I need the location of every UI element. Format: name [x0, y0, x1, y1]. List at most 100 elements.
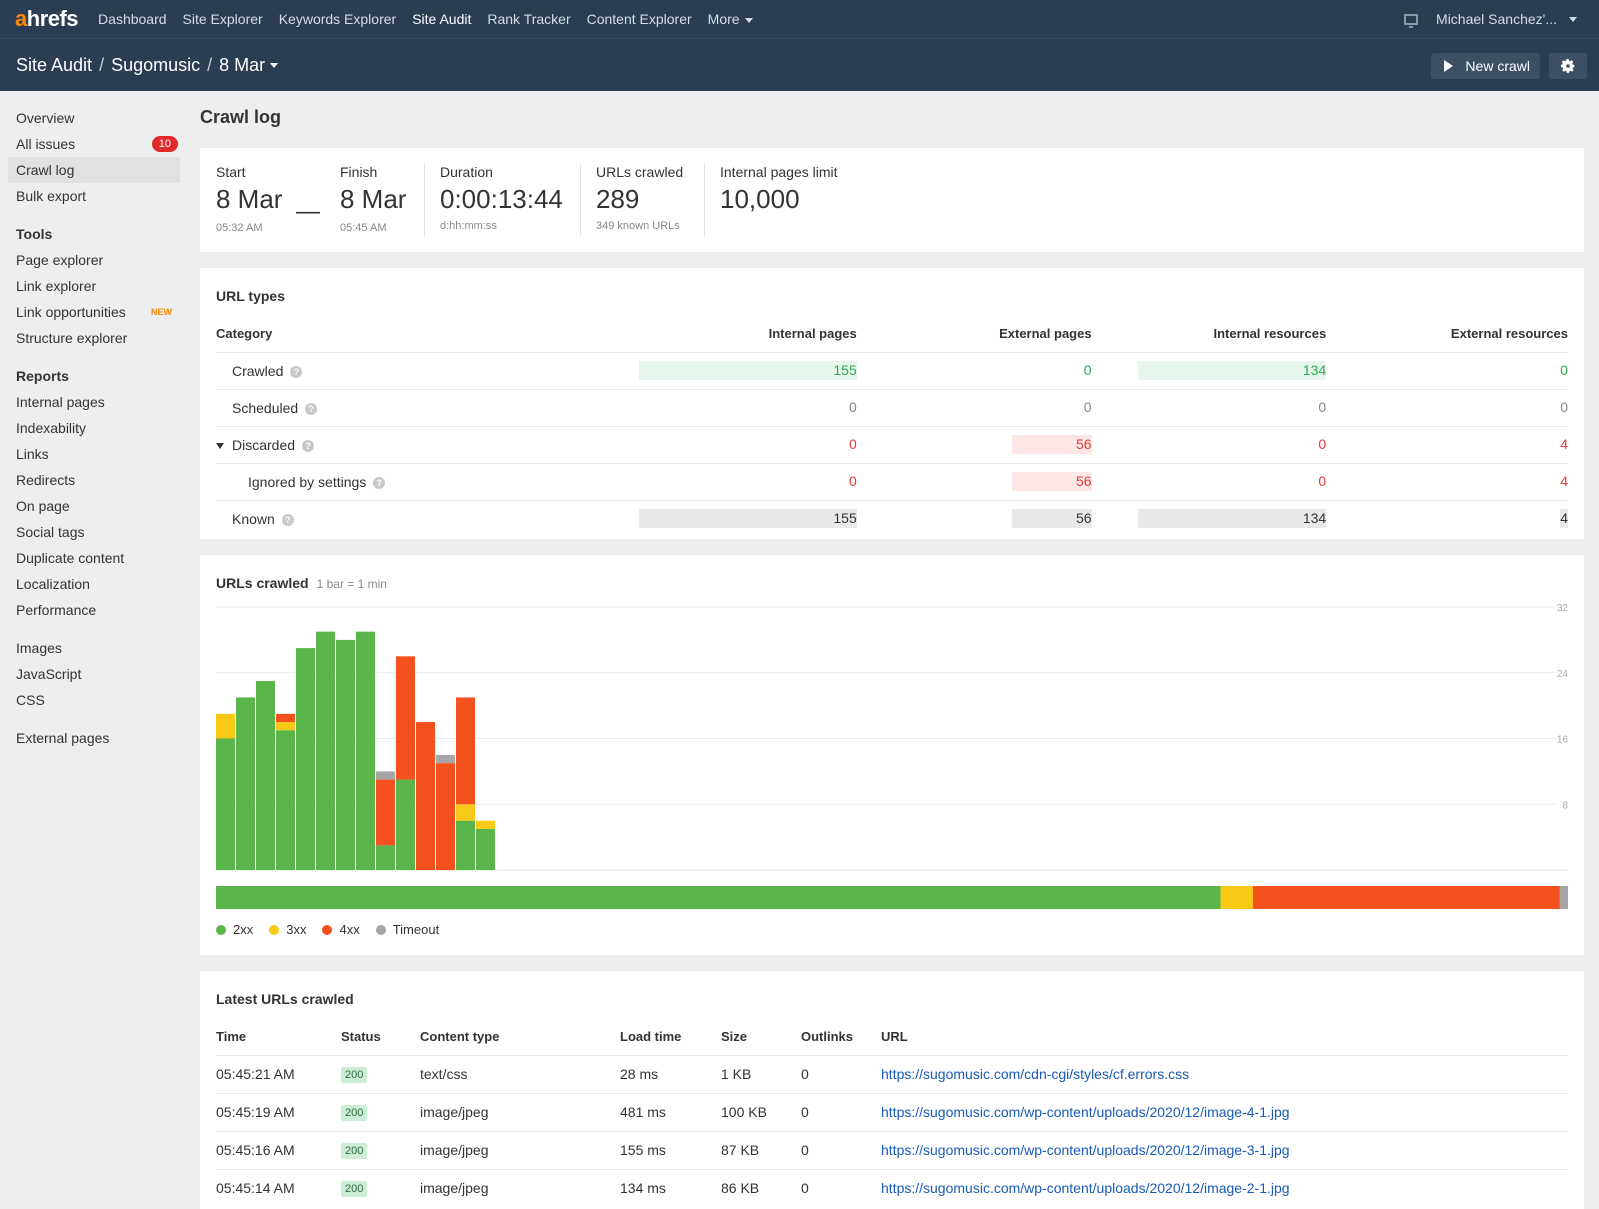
url-types-table: Category Internal pages External pages I…: [216, 316, 1568, 537]
time-cell: 05:45:21 AM: [216, 1054, 341, 1093]
url-link[interactable]: https://sugomusic.com/wp-content/uploads…: [881, 1180, 1290, 1197]
user-menu[interactable]: Michael Sanchez'...: [1404, 0, 1577, 38]
column-header[interactable]: Size: [721, 1029, 748, 1045]
user-name[interactable]: Michael Sanchez'...: [1436, 11, 1557, 27]
sidebar-item-redirects[interactable]: Redirects: [16, 472, 76, 488]
value-cell[interactable]: 4: [1560, 436, 1568, 452]
legend-label[interactable]: 2xx: [233, 922, 254, 937]
new-crawl-button[interactable]: New crawl: [1431, 53, 1540, 79]
value-cell[interactable]: 155: [639, 509, 857, 529]
breadcrumb-site-audit[interactable]: Site Audit: [16, 54, 93, 75]
load-time-cell: 28 ms: [620, 1054, 721, 1093]
gear-icon: [1561, 59, 1575, 73]
value-cell[interactable]: 56: [1011, 509, 1092, 529]
new-badge: NEW: [151, 307, 172, 317]
sidebar-item-bulk-export[interactable]: Bulk export: [16, 188, 87, 204]
column-header[interactable]: External pages: [999, 326, 1092, 342]
sidebar-item-external-pages[interactable]: External pages: [16, 730, 110, 746]
sidebar-item-on-page[interactable]: On page: [16, 498, 70, 514]
value-cell[interactable]: 134: [1137, 509, 1327, 529]
crawl-date-dropdown[interactable]: 8 Mar: [219, 55, 279, 76]
duration-stat: Duration 0:00:13:44 d:hh:mm:ss: [440, 164, 563, 232]
url-link[interactable]: https://sugomusic.com/wp-content/uploads…: [881, 1104, 1290, 1120]
finish-stat: Finish 8 Mar 05:45 AM: [340, 164, 407, 234]
column-header[interactable]: Time: [216, 1029, 247, 1045]
value-cell[interactable]: 0: [1560, 362, 1568, 378]
sidebar-item-performance[interactable]: Performance: [16, 602, 97, 618]
nav-content-explorer[interactable]: Content Explorer: [586, 11, 692, 27]
sidebar-item-social-tags[interactable]: Social tags: [16, 524, 85, 540]
breadcrumb-separator: /: [207, 54, 213, 75]
sidebar-item-duplicate-content[interactable]: Duplicate content: [16, 550, 125, 566]
sidebar-item-javascript[interactable]: JavaScript: [16, 666, 82, 682]
value-cell[interactable]: 155: [639, 361, 857, 380]
url-link[interactable]: https://sugomusic.com/cdn-cgi/styles/cf.…: [881, 1066, 1190, 1082]
sidebar-item-overview[interactable]: Overview: [16, 110, 75, 126]
column-header[interactable]: URL: [881, 1029, 908, 1045]
legend-dot-3xx: [269, 924, 280, 935]
sidebar-item-page-explorer[interactable]: Page explorer: [16, 252, 104, 268]
outlinks-cell: 0: [801, 1130, 881, 1169]
sidebar-item-localization[interactable]: Localization: [16, 576, 90, 592]
nav-keywords-explorer[interactable]: Keywords Explorer: [278, 11, 397, 27]
sidebar-heading-reports: Reports: [16, 368, 69, 384]
url-types-card: URL types Category Internal pages Extern…: [200, 268, 1584, 539]
ahrefs-logo[interactable]: ahrefs: [15, 6, 79, 31]
column-header[interactable]: Outlinks: [801, 1029, 854, 1045]
nav-rank-tracker[interactable]: Rank Tracker: [487, 11, 571, 27]
sidebar-item-images[interactable]: Images: [16, 640, 62, 656]
bar-segment-2xx: [336, 639, 355, 870]
value-cell[interactable]: 4: [1560, 509, 1568, 529]
time-cell: 05:45:19 AM: [216, 1092, 341, 1131]
table-row: Discarded? 0 56 0 4: [216, 425, 1568, 463]
row-label: Ignored by settings: [248, 473, 367, 490]
status-badge: 200: [341, 1143, 368, 1159]
nav-more[interactable]: More: [708, 11, 753, 27]
sidebar-item-links[interactable]: Links: [16, 446, 49, 462]
column-header[interactable]: Internal pages: [768, 326, 857, 342]
nav-site-explorer[interactable]: Site Explorer: [182, 11, 263, 27]
column-header[interactable]: Content type: [420, 1029, 500, 1045]
help-icon[interactable]: ?: [281, 514, 294, 527]
value-cell[interactable]: 0: [1083, 362, 1092, 378]
value-cell[interactable]: 134: [1137, 361, 1327, 380]
help-icon[interactable]: ?: [305, 402, 318, 415]
help-icon[interactable]: ?: [373, 476, 386, 489]
sidebar-item-all-issues[interactable]: All issues 10: [0, 131, 180, 157]
sidebar-item-link-opportunities[interactable]: Link opportunities NEW: [0, 299, 180, 325]
sidebar-item-internal-pages[interactable]: Internal pages: [16, 394, 105, 410]
sidebar-item-indexability[interactable]: Indexability: [16, 420, 87, 436]
caret-down-icon: [216, 442, 224, 449]
sidebar-item-structure-explorer[interactable]: Structure explorer: [16, 330, 128, 346]
monitor-icon[interactable]: [1404, 13, 1419, 28]
size-cell: 1 KB: [721, 1054, 801, 1093]
sidebar-item-link-explorer[interactable]: Link explorer: [16, 278, 97, 294]
column-header[interactable]: Status: [341, 1029, 381, 1045]
size-cell: 100 KB: [721, 1092, 801, 1131]
issues-count-badge: 10: [151, 136, 178, 152]
sidebar-item-css[interactable]: CSS: [16, 692, 45, 708]
column-header[interactable]: External resources: [1450, 326, 1568, 342]
help-icon[interactable]: ?: [290, 365, 303, 378]
value-cell[interactable]: 4: [1560, 473, 1568, 489]
column-header[interactable]: Internal resources: [1213, 326, 1327, 342]
collapse-toggle[interactable]: [216, 437, 232, 453]
legend-dot-timeout: [375, 924, 386, 935]
latest-urls-card: Latest URLs crawled Time Status Content …: [200, 971, 1584, 1209]
legend-label[interactable]: Timeout: [392, 922, 440, 937]
y-tick-label: 8: [1562, 800, 1568, 811]
legend-label[interactable]: 3xx: [286, 922, 307, 937]
url-link[interactable]: https://sugomusic.com/wp-content/uploads…: [881, 1142, 1290, 1158]
value-cell[interactable]: 56: [1011, 435, 1092, 454]
table-row: Scheduled? 0 0 0 0: [216, 388, 1568, 426]
settings-button[interactable]: [1549, 53, 1587, 79]
time-cell: 05:45:14 AM: [216, 1168, 341, 1207]
help-icon[interactable]: ?: [302, 439, 315, 452]
nav-site-audit[interactable]: Site Audit: [412, 11, 472, 27]
breadcrumb-project[interactable]: Sugomusic: [111, 54, 201, 75]
legend-label[interactable]: 4xx: [339, 922, 360, 937]
nav-dashboard[interactable]: Dashboard: [98, 11, 167, 27]
column-header[interactable]: Load time: [620, 1029, 682, 1045]
sidebar-item-crawl-log[interactable]: Crawl log: [8, 157, 180, 183]
value-cell[interactable]: 56: [1011, 472, 1092, 491]
